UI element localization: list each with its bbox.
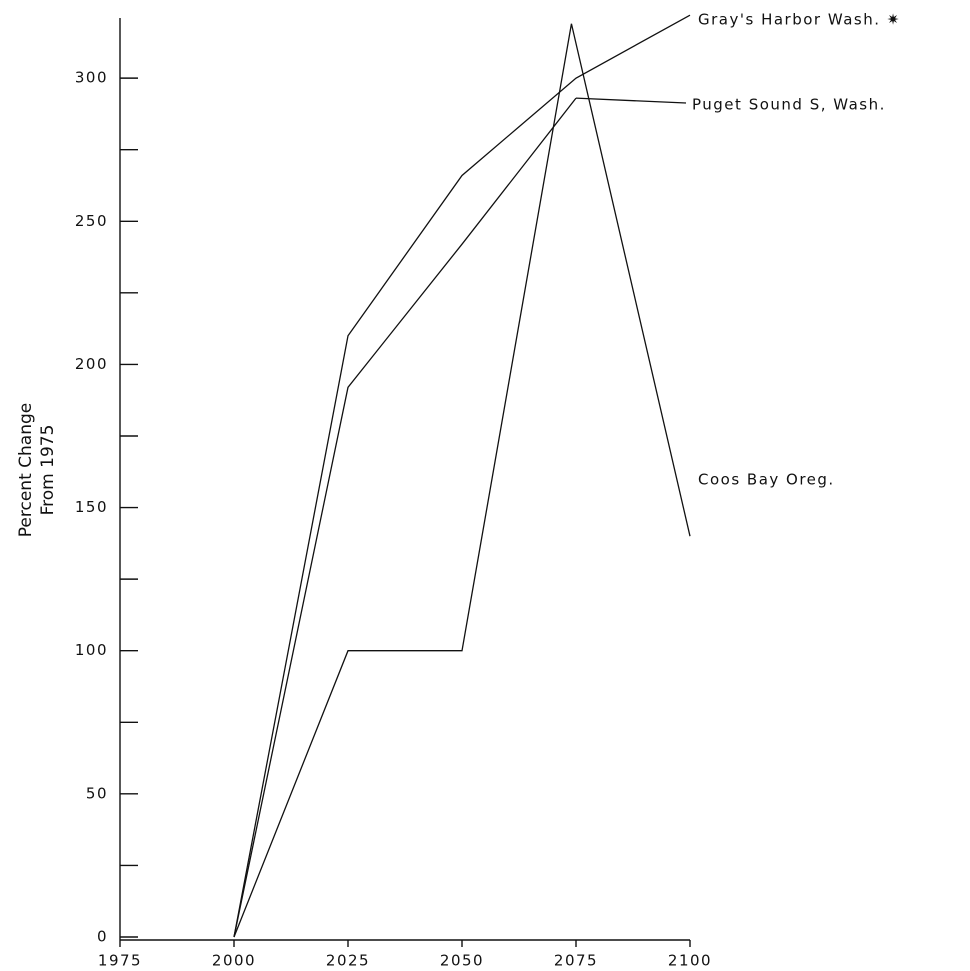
series-line — [233, 97, 577, 938]
y-tick-label: 50 — [86, 784, 108, 802]
y-tick-label: 200 — [75, 355, 108, 373]
x-tick-label: 2075 — [554, 952, 598, 970]
y-axis-label: Percent Change From 1975 — [16, 403, 58, 537]
x-tick-label: 2025 — [326, 952, 370, 970]
y-tick-label: 300 — [75, 69, 108, 87]
y-tick-label: 150 — [75, 498, 108, 516]
x-tick-label: 2050 — [440, 952, 484, 970]
y-axis-label-line: Percent Change — [16, 403, 36, 537]
y-tick-label: 250 — [75, 212, 108, 230]
label-leader — [575, 97, 687, 104]
y-axis-label-line: From 1975 — [38, 425, 58, 516]
x-tick-label: 2100 — [668, 952, 712, 970]
series-label: Coos Bay Oreg. — [698, 471, 835, 489]
y-tick-label: 100 — [75, 641, 108, 659]
y-tick-label: 0 — [97, 928, 108, 946]
x-tick-label: 1975 — [98, 952, 142, 970]
series-label: Puget Sound S, Wash. — [692, 96, 886, 114]
series-label: Gray's Harbor Wash. ✷ — [698, 11, 901, 29]
series-line — [233, 23, 691, 938]
series-line — [233, 14, 691, 938]
x-tick-label: 2000 — [212, 952, 256, 970]
